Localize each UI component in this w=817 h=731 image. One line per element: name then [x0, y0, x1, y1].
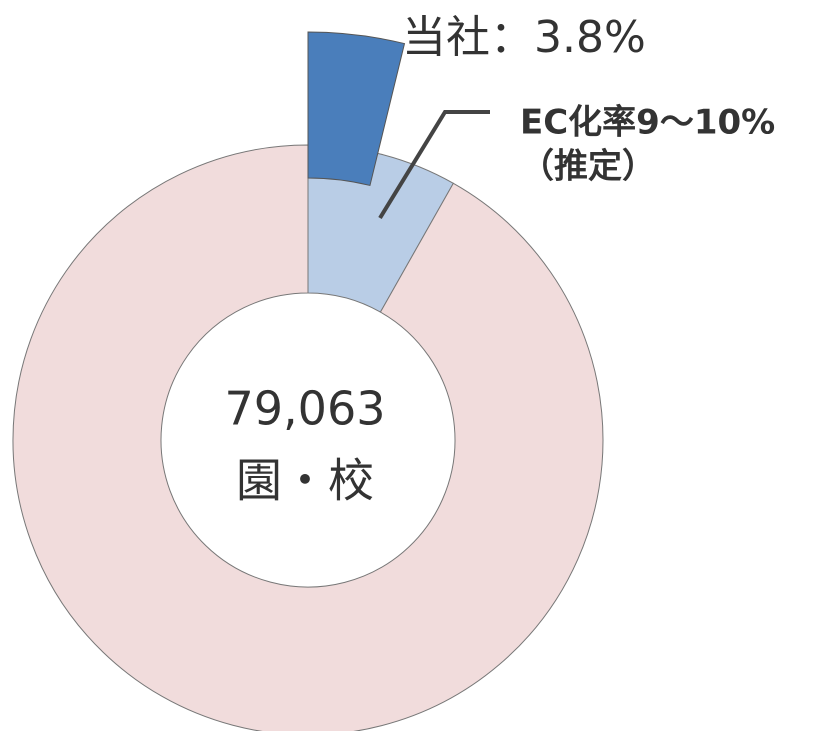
- highlight-label: 当社：3.8%: [402, 12, 646, 63]
- annotation-line: EC化率9～10%: [520, 103, 775, 143]
- donut-segment: [12, 144, 604, 731]
- center-text: 園・校: [236, 454, 374, 508]
- center-text: 79,063: [225, 382, 386, 436]
- ring-group: [12, 31, 604, 731]
- leader-line: [378, 110, 490, 220]
- annotation-line: （推定）: [520, 147, 656, 187]
- highlight-wedge: [307, 31, 406, 187]
